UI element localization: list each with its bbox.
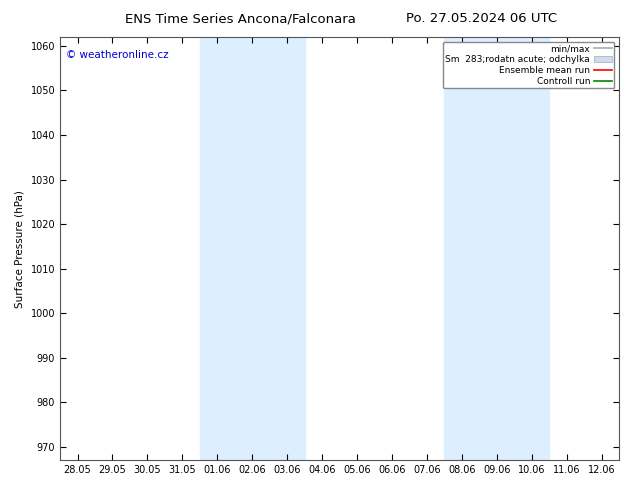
Text: Po. 27.05.2024 06 UTC: Po. 27.05.2024 06 UTC (406, 12, 557, 25)
Legend: min/max, Sm  283;rodatn acute; odchylka, Ensemble mean run, Controll run: min/max, Sm 283;rodatn acute; odchylka, … (443, 42, 614, 88)
Text: © weatheronline.cz: © weatheronline.cz (66, 50, 168, 60)
Text: ENS Time Series Ancona/Falconara: ENS Time Series Ancona/Falconara (126, 12, 356, 25)
Y-axis label: Surface Pressure (hPa): Surface Pressure (hPa) (15, 190, 25, 308)
Bar (444, 37, 549, 460)
Bar (200, 37, 304, 460)
